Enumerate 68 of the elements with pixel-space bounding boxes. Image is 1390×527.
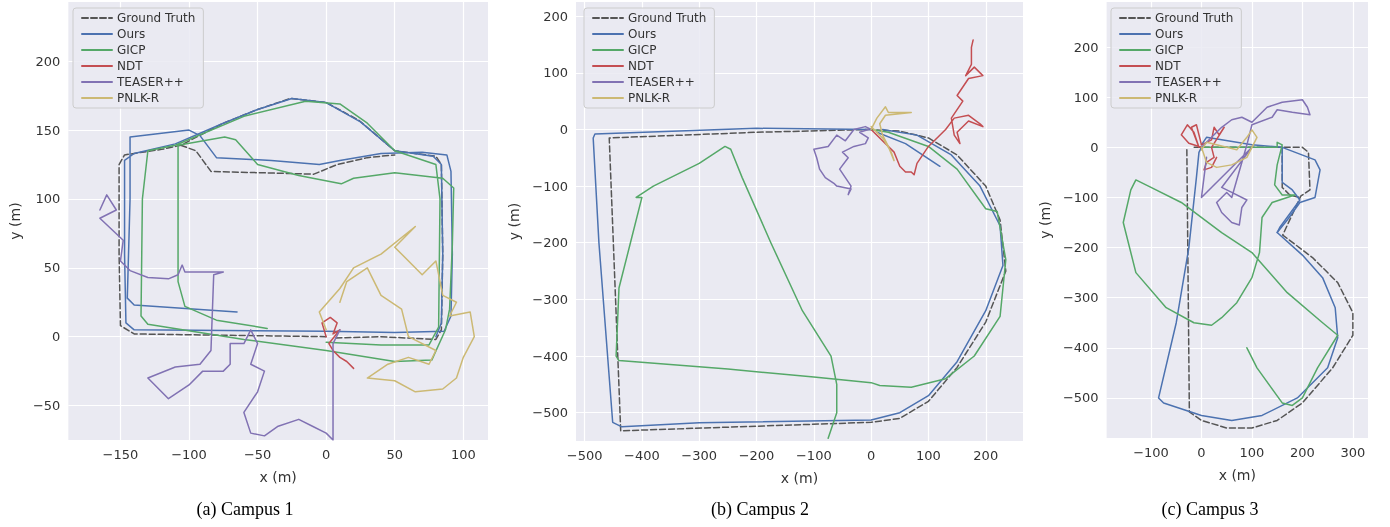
x-tick-label: 100 (1239, 445, 1265, 460)
y-tick-label: −500 (1062, 390, 1099, 406)
y-tick-label: 200 (35, 53, 61, 69)
legend-label: GICP (117, 43, 146, 57)
y-tick-label: −50 (32, 398, 61, 414)
y-tick-label: −300 (1062, 290, 1099, 306)
x-tick-label: 0 (1197, 445, 1206, 460)
x-tick-label: −100 (795, 448, 832, 463)
y-tick-label: 0 (559, 121, 568, 137)
legend-label: TEASER++ (116, 75, 184, 89)
text: (b) Campus 2 (711, 499, 809, 520)
x-tick-label: 200 (1289, 445, 1315, 460)
legend-label: TEASER++ (1154, 75, 1222, 89)
x-tick-label: 0 (322, 447, 331, 462)
y-tick-label: 100 (543, 65, 568, 81)
x-tick-label: 50 (386, 447, 404, 462)
legend-label: NDT (1155, 59, 1182, 73)
legend-label: NDT (628, 59, 655, 73)
x-tick-label: 200 (973, 448, 999, 463)
y-axis-title: y (m) (7, 202, 23, 240)
legend-label: Ours (628, 27, 657, 41)
text: (a) Campus 1 (196, 499, 294, 520)
x-tick-label: −500 (566, 448, 603, 463)
legend-label: Ours (117, 27, 146, 41)
y-tick-label: 150 (35, 122, 61, 138)
text: (c) Campus 3 (1161, 499, 1259, 520)
x-tick-label: −50 (243, 447, 272, 462)
x-tick-label: −150 (102, 447, 139, 462)
x-tick-label: −300 (681, 448, 718, 463)
legend-label: PNLK-R (1155, 91, 1198, 105)
y-tick-label: −500 (532, 405, 568, 421)
y-tick-label: 200 (1073, 39, 1099, 55)
y-tick-label: 200 (543, 8, 568, 24)
legend-label: Ground Truth (1155, 11, 1234, 25)
x-tick-label: −100 (171, 447, 207, 462)
x-tick-label: −400 (624, 448, 660, 463)
y-tick-label: −400 (532, 348, 568, 364)
x-axis-title: x (m) (259, 469, 297, 485)
x-tick-label: 300 (1340, 445, 1366, 460)
x-tick-label: 100 (916, 448, 941, 463)
y-tick-label: 100 (1073, 89, 1099, 105)
y-tick-label: 0 (1090, 139, 1099, 155)
x-tick-label: −100 (1133, 445, 1169, 460)
legend-label: GICP (1155, 43, 1184, 57)
x-axis-title: x (m) (780, 470, 819, 486)
legend-label: GICP (628, 43, 657, 57)
legend-label: Ground Truth (628, 11, 707, 25)
y-tick-label: 50 (43, 260, 61, 276)
y-axis-title: y (m) (1037, 201, 1053, 239)
x-tick-label: 0 (866, 448, 876, 463)
legend-label: PNLK-R (628, 91, 671, 105)
x-tick-label: −200 (738, 448, 775, 463)
y-tick-label: −100 (532, 178, 568, 194)
legend-label: TEASER++ (627, 75, 695, 89)
y-tick-label: 0 (52, 329, 61, 345)
y-tick-label: 100 (35, 191, 61, 207)
x-tick-label: 100 (450, 447, 476, 462)
y-tick-label: −200 (532, 235, 568, 251)
y-tick-label: −100 (1062, 189, 1099, 205)
y-tick-label: −200 (1062, 240, 1099, 256)
x-axis-title: x (m) (1218, 467, 1256, 483)
legend-label: NDT (117, 59, 144, 73)
y-tick-label: −400 (1062, 340, 1099, 356)
legend-label: PNLK-R (117, 91, 160, 105)
y-axis-title: y (m) (506, 202, 523, 241)
legend-label: Ours (1155, 27, 1184, 41)
legend-label: Ground Truth (117, 11, 196, 25)
y-tick-label: −300 (532, 291, 568, 307)
